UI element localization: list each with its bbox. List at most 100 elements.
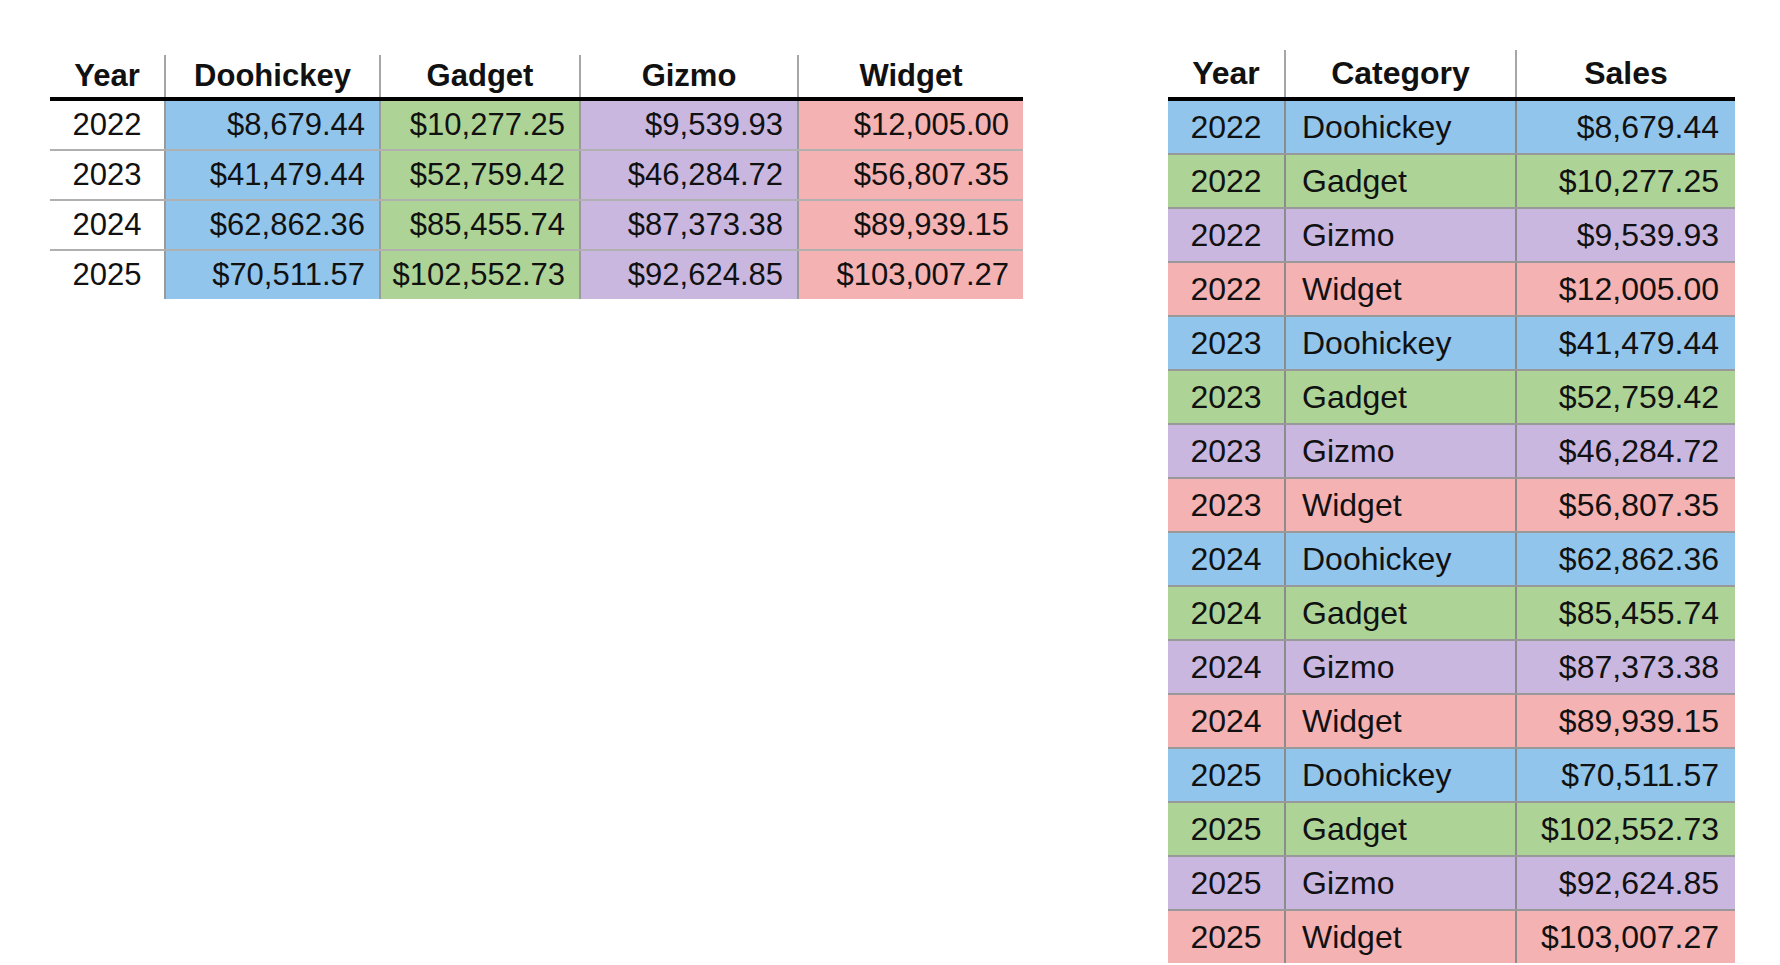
year-cell: 2022 [1168,99,1285,154]
table-row: 2023 $41,479.44 $52,759.42 $46,284.72 $5… [50,150,1023,200]
sales-cell: $85,455.74 [1516,586,1735,640]
sales-cell: $12,005.00 [798,99,1023,150]
year-cell: 2024 [1168,694,1285,748]
category-cell: Widget [1285,262,1516,316]
table-row: 2025Gizmo$92,624.85 [1168,856,1735,910]
sales-cell: $89,939.15 [798,200,1023,250]
sales-cell: $46,284.72 [580,150,798,200]
table-row: 2022Gadget$10,277.25 [1168,154,1735,208]
sales-cell: $85,455.74 [380,200,580,250]
long-header-sales: Sales [1516,50,1735,99]
year-cell: 2022 [1168,208,1285,262]
category-cell: Doohickey [1285,532,1516,586]
sales-cell: $46,284.72 [1516,424,1735,478]
year-cell: 2022 [50,99,165,150]
sales-cell: $62,862.36 [165,200,380,250]
category-cell: Doohickey [1285,316,1516,370]
long-table-body: 2022Doohickey$8,679.442022Gadget$10,277.… [1168,99,1735,963]
long-table: Year Category Sales 2022Doohickey$8,679.… [1168,50,1735,963]
year-cell: 2025 [1168,856,1285,910]
table-row: 2024Gizmo$87,373.38 [1168,640,1735,694]
sales-cell: $10,277.25 [1516,154,1735,208]
category-cell: Doohickey [1285,748,1516,802]
table-row: 2024Doohickey$62,862.36 [1168,532,1735,586]
table-row: 2024Widget$89,939.15 [1168,694,1735,748]
pivot-header-widget: Widget [798,55,1023,99]
sales-cell: $70,511.57 [1516,748,1735,802]
sales-cell: $102,552.73 [380,250,580,299]
year-cell: 2024 [1168,532,1285,586]
year-cell: 2023 [1168,370,1285,424]
year-cell: 2025 [50,250,165,299]
table-row: 2023Doohickey$41,479.44 [1168,316,1735,370]
table-row: 2022 $8,679.44 $10,277.25 $9,539.93 $12,… [50,99,1023,150]
year-cell: 2025 [1168,802,1285,856]
year-cell: 2025 [1168,910,1285,963]
sales-cell: $87,373.38 [580,200,798,250]
sales-cell: $103,007.27 [798,250,1023,299]
category-cell: Widget [1285,478,1516,532]
table-row: 2022Doohickey$8,679.44 [1168,99,1735,154]
sales-cell: $9,539.93 [580,99,798,150]
table-row: 2025Gadget$102,552.73 [1168,802,1735,856]
category-cell: Gizmo [1285,856,1516,910]
year-cell: 2022 [1168,154,1285,208]
long-header-category: Category [1285,50,1516,99]
sales-cell: $9,539.93 [1516,208,1735,262]
sales-cell: $8,679.44 [165,99,380,150]
sales-cell: $70,511.57 [165,250,380,299]
page-canvas: Year Doohickey Gadget Gizmo Widget 2022 … [0,0,1780,965]
table-row: 2023Gadget$52,759.42 [1168,370,1735,424]
category-cell: Gadget [1285,586,1516,640]
table-row: 2024 $62,862.36 $85,455.74 $87,373.38 $8… [50,200,1023,250]
year-cell: 2024 [1168,586,1285,640]
pivot-header-gadget: Gadget [380,55,580,99]
sales-cell: $87,373.38 [1516,640,1735,694]
sales-cell: $92,624.85 [1516,856,1735,910]
sales-cell: $89,939.15 [1516,694,1735,748]
year-cell: 2023 [1168,316,1285,370]
category-cell: Widget [1285,694,1516,748]
table-row: 2025Widget$103,007.27 [1168,910,1735,963]
table-row: 2022Widget$12,005.00 [1168,262,1735,316]
sales-cell: $103,007.27 [1516,910,1735,963]
category-cell: Doohickey [1285,99,1516,154]
sales-cell: $12,005.00 [1516,262,1735,316]
category-cell: Gizmo [1285,640,1516,694]
category-cell: Gadget [1285,802,1516,856]
sales-cell: $52,759.42 [1516,370,1735,424]
table-row: 2025 $70,511.57 $102,552.73 $92,624.85 $… [50,250,1023,299]
sales-cell: $102,552.73 [1516,802,1735,856]
year-cell: 2023 [50,150,165,200]
pivot-header-year: Year [50,55,165,99]
category-cell: Widget [1285,910,1516,963]
table-row: 2023Gizmo$46,284.72 [1168,424,1735,478]
year-cell: 2023 [1168,478,1285,532]
sales-cell: $56,807.35 [1516,478,1735,532]
year-cell: 2024 [50,200,165,250]
long-header-year: Year [1168,50,1285,99]
pivot-header-doohickey: Doohickey [165,55,380,99]
sales-cell: $56,807.35 [798,150,1023,200]
category-cell: Gizmo [1285,424,1516,478]
pivot-table: Year Doohickey Gadget Gizmo Widget 2022 … [50,55,1023,299]
year-cell: 2022 [1168,262,1285,316]
sales-cell: $41,479.44 [1516,316,1735,370]
long-header-row: Year Category Sales [1168,50,1735,99]
table-row: 2023Widget$56,807.35 [1168,478,1735,532]
year-cell: 2024 [1168,640,1285,694]
sales-cell: $10,277.25 [380,99,580,150]
pivot-header-row: Year Doohickey Gadget Gizmo Widget [50,55,1023,99]
sales-cell: $92,624.85 [580,250,798,299]
year-cell: 2023 [1168,424,1285,478]
category-cell: Gizmo [1285,208,1516,262]
sales-cell: $52,759.42 [380,150,580,200]
sales-cell: $41,479.44 [165,150,380,200]
sales-cell: $62,862.36 [1516,532,1735,586]
table-row: 2022Gizmo$9,539.93 [1168,208,1735,262]
category-cell: Gadget [1285,370,1516,424]
category-cell: Gadget [1285,154,1516,208]
table-row: 2025Doohickey$70,511.57 [1168,748,1735,802]
pivot-header-gizmo: Gizmo [580,55,798,99]
year-cell: 2025 [1168,748,1285,802]
